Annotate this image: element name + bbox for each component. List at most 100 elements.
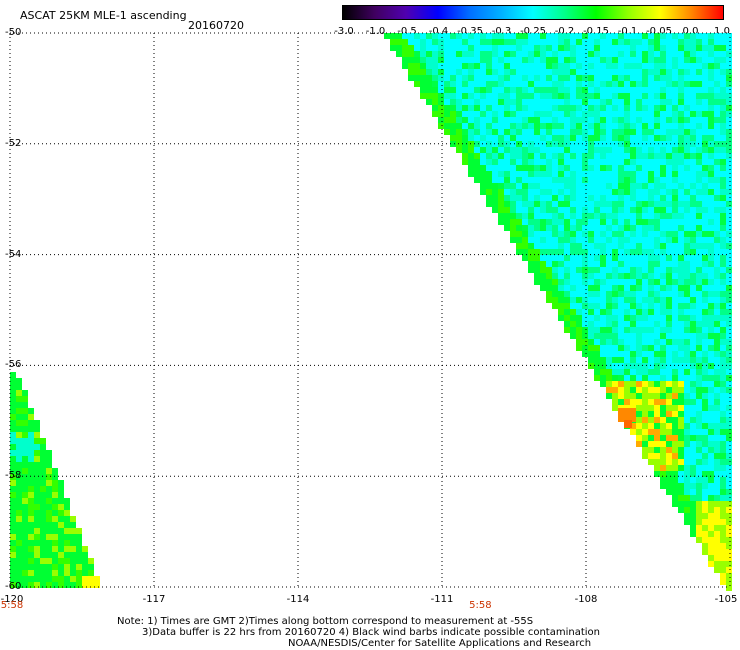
swath-cell [10, 438, 16, 444]
swath-cell [714, 81, 720, 87]
swath-cell [408, 69, 414, 75]
swath-cell [672, 363, 678, 369]
swath-cell [696, 255, 702, 261]
swath-cell [666, 39, 672, 45]
swath-cell [648, 135, 654, 141]
swath-cell [606, 339, 612, 345]
swath-cell [702, 381, 708, 387]
swath-cell [606, 219, 612, 225]
swath-cell [666, 93, 672, 99]
swath-cell [714, 489, 720, 495]
swath-cell [10, 456, 16, 462]
swath-cell [10, 534, 16, 540]
swath-cell [660, 279, 666, 285]
swath-cell [690, 45, 696, 51]
swath-cell [618, 171, 624, 177]
swath-cell [708, 543, 714, 549]
swath-cell [618, 189, 624, 195]
swath-cell [702, 231, 708, 237]
swath-cell [684, 351, 690, 357]
swath-cell [516, 237, 522, 243]
swath-cell [648, 381, 654, 387]
swath-cell [576, 297, 582, 303]
swath-cell [648, 147, 654, 153]
swath-cell [76, 534, 82, 540]
swath-cell [696, 111, 702, 117]
swath-cell [696, 207, 702, 213]
swath-cell [16, 546, 22, 552]
swath-cell [588, 213, 594, 219]
swath-cell [720, 531, 726, 537]
swath-cell [570, 327, 576, 333]
swath-cell [594, 231, 600, 237]
swath-cell [672, 465, 678, 471]
swath-cell [552, 123, 558, 129]
swath-cell [720, 321, 726, 327]
swath-cell [492, 183, 498, 189]
swath-cell [714, 495, 720, 501]
swath-cell [564, 63, 570, 69]
swath-cell [720, 237, 726, 243]
swath-cell [456, 99, 462, 105]
swath-cell [10, 558, 16, 564]
swath-cell [600, 237, 606, 243]
swath-cell [714, 525, 720, 531]
swath-cell [64, 498, 70, 504]
swath-cell [420, 69, 426, 75]
swath-cell [558, 291, 564, 297]
colorbar-segment [374, 6, 407, 19]
swath-cell [576, 183, 582, 189]
swath-cell [540, 135, 546, 141]
swath-cell [702, 285, 708, 291]
swath-cell [588, 315, 594, 321]
swath-cell [28, 420, 34, 426]
swath-cell [708, 483, 714, 489]
swath-cell [672, 69, 678, 75]
swath-cell [558, 303, 564, 309]
swath-cell [624, 273, 630, 279]
swath-cell [522, 57, 528, 63]
swath-cell [528, 33, 534, 39]
swath-cell [642, 237, 648, 243]
swath-cell [726, 435, 732, 441]
swath-cell [690, 375, 696, 381]
swath-cell [678, 273, 684, 279]
swath-cell [582, 189, 588, 195]
swath-cell [636, 363, 642, 369]
swath-cell [564, 267, 570, 273]
swath-cell [714, 399, 720, 405]
swath-cell [726, 345, 732, 351]
swath-cell [22, 408, 28, 414]
swath-cell [510, 225, 516, 231]
swath-cell [504, 195, 510, 201]
swath-cell [588, 99, 594, 105]
swath-cell [546, 117, 552, 123]
swath-cell [690, 69, 696, 75]
swath-cell [534, 177, 540, 183]
swath-cell [22, 492, 28, 498]
swath-cell [678, 207, 684, 213]
swath-cell [546, 285, 552, 291]
swath-cell [726, 171, 732, 177]
swath-cell [684, 297, 690, 303]
swath-cell [642, 93, 648, 99]
swath-cell [576, 57, 582, 63]
swath-cell [558, 45, 564, 51]
swath-cell [630, 213, 636, 219]
swath-cell [684, 159, 690, 165]
swath-cell [588, 243, 594, 249]
swath-cell [612, 387, 618, 393]
swath-cell [582, 147, 588, 153]
swath-cell [708, 81, 714, 87]
swath-cell [16, 462, 22, 468]
swath-cell [52, 510, 58, 516]
swath-cell [504, 63, 510, 69]
swath-cell [606, 45, 612, 51]
swath-cell [630, 63, 636, 69]
swath-cell [672, 57, 678, 63]
swath-cell [720, 255, 726, 261]
swath-cell [534, 129, 540, 135]
swath-cell [672, 375, 678, 381]
swath-cell [534, 63, 540, 69]
swath-cell [660, 315, 666, 321]
